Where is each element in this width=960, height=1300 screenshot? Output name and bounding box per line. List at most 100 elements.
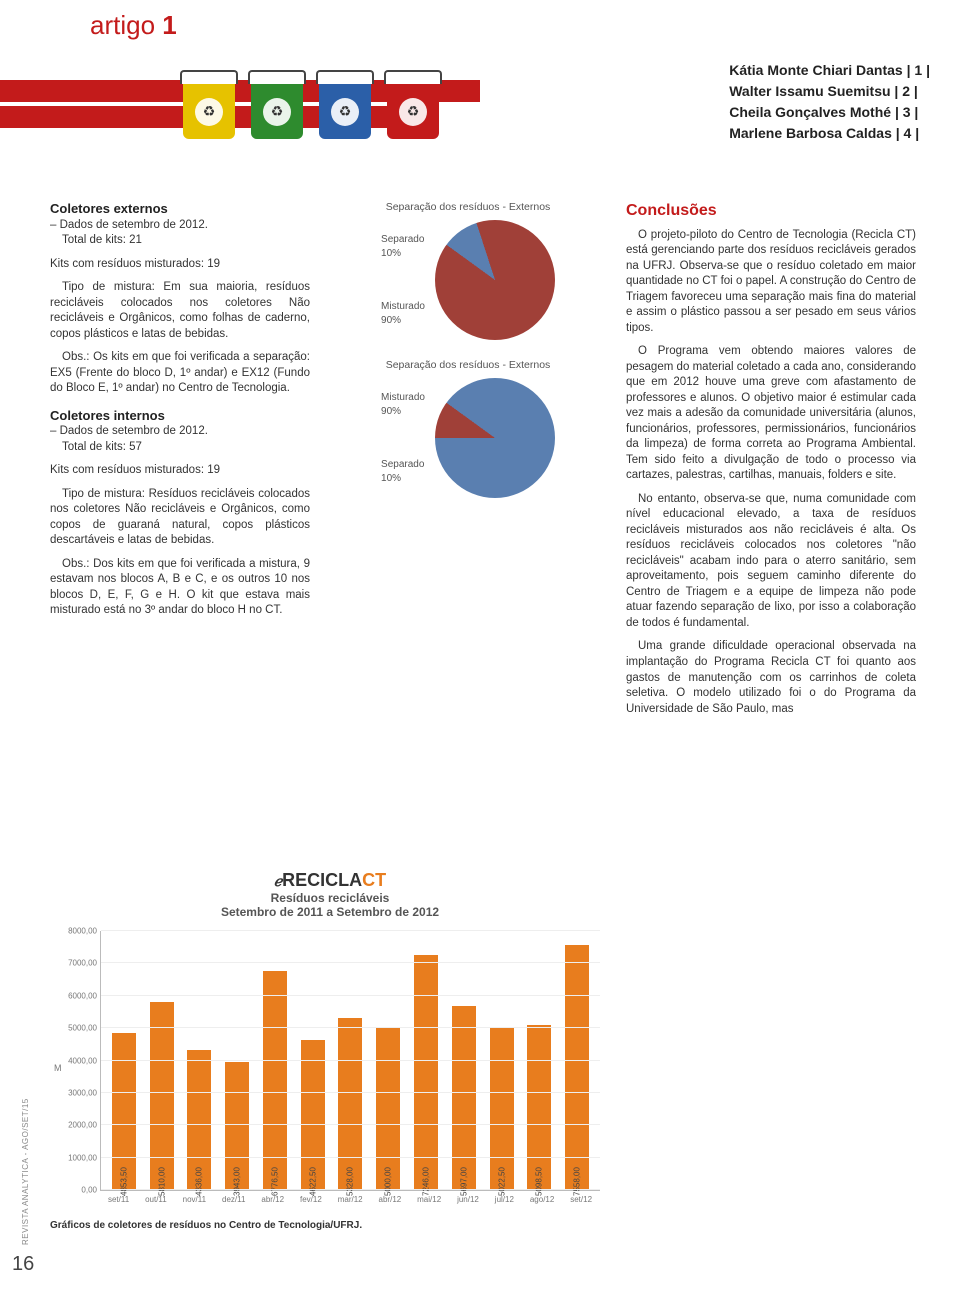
chart-title-1: Resíduos recicláveis bbox=[271, 891, 390, 905]
chart-title: Resíduos recicláveis Setembro de 2011 a … bbox=[50, 891, 610, 919]
ext-subhead: – Dados de setembro de 2012. bbox=[50, 218, 310, 234]
page-number: 16 bbox=[12, 1253, 34, 1276]
x-labels: set/11 out/11 nov/11 dez/11 abr/12 fev/12 mar/… bbox=[100, 1195, 600, 1204]
y-tick-label: 1000,00 bbox=[68, 1153, 97, 1162]
concl-p1: O projeto-piloto do Centro de Tecnologia… bbox=[626, 228, 916, 337]
bar-value-label: 4336,00 bbox=[195, 1167, 204, 1196]
chart-plot-area: 0,001000,002000,003000,004000,005000,006… bbox=[100, 931, 600, 1191]
gridline bbox=[101, 1092, 600, 1093]
recycling-bins: ♻♻♻♻ bbox=[180, 70, 442, 142]
pie-chart-2: Separação dos resíduos - Externos Mistur… bbox=[328, 358, 608, 498]
y-tick-label: 3000,00 bbox=[68, 1088, 97, 1097]
y-tick-label: 0,00 bbox=[81, 1186, 97, 1195]
concl-p3: No entanto, observa-se que, numa comunid… bbox=[626, 492, 916, 632]
right-column: Conclusões O projeto-piloto do Centro de… bbox=[626, 200, 916, 725]
bar: 4853,50 bbox=[112, 1033, 136, 1190]
x-tick-label: set/11 bbox=[108, 1195, 129, 1204]
x-tick-label: set/12 bbox=[570, 1195, 592, 1204]
x-tick-label: out/11 bbox=[145, 1195, 167, 1204]
gridline bbox=[101, 1157, 600, 1158]
y-tick-label: 5000,00 bbox=[68, 1024, 97, 1033]
authors-list: Kátia Monte Chiari Dantas | 1 |Walter Is… bbox=[729, 60, 930, 144]
bar: 3943,00 bbox=[225, 1062, 249, 1190]
y-tick-label: 8000,00 bbox=[68, 927, 97, 936]
x-tick-label: fev/12 bbox=[300, 1195, 322, 1204]
logo-prefix: RECICLA bbox=[282, 870, 362, 890]
gridline bbox=[101, 995, 600, 996]
bar: 5022,50 bbox=[490, 1027, 514, 1190]
int-heading: Coletores internos bbox=[50, 407, 310, 425]
bar-value-label: 4853,50 bbox=[119, 1167, 128, 1196]
pie-chart-1: Separação dos resíduos - Externos Separa… bbox=[328, 200, 608, 340]
bar-value-label: 4622,50 bbox=[308, 1167, 317, 1196]
bar: 5098,50 bbox=[527, 1025, 551, 1190]
x-tick-label: dez/11 bbox=[222, 1195, 245, 1204]
int-mist: Kits com resíduos misturados: 19 bbox=[50, 463, 310, 479]
pie1-title: Separação dos resíduos - Externos bbox=[328, 200, 608, 214]
x-tick-label: ago/12 bbox=[530, 1195, 554, 1204]
gridline bbox=[101, 1189, 600, 1190]
bar: 4622,50 bbox=[301, 1040, 325, 1190]
bar-value-label: 5697,00 bbox=[459, 1167, 468, 1196]
pie2-label-top: Misturado 90% bbox=[381, 391, 425, 418]
int-obs: Obs.: Dos kits em que foi verificada a m… bbox=[50, 557, 310, 619]
bar: 5328,00 bbox=[338, 1018, 362, 1190]
author-line: Walter Issamu Suemitsu | 2 | bbox=[729, 81, 930, 102]
bar: 5810,00 bbox=[150, 1002, 174, 1190]
pie2-graphic bbox=[435, 378, 555, 498]
y-tick-label: 7000,00 bbox=[68, 959, 97, 968]
bar: 5000,00 bbox=[376, 1028, 400, 1190]
pie1-graphic bbox=[435, 220, 555, 340]
section-label: artigo 1 bbox=[90, 10, 177, 41]
gridline bbox=[101, 1027, 600, 1028]
x-tick-label: nov/11 bbox=[183, 1195, 206, 1204]
author-line: Marlene Barbosa Caldas | 4 | bbox=[729, 123, 930, 144]
x-tick-label: abr/12 bbox=[261, 1195, 284, 1204]
int-subhead: – Dados de setembro de 2012. bbox=[50, 424, 310, 440]
bar: 7246,00 bbox=[414, 955, 438, 1190]
int-tipo: Tipo de mistura: Resíduos recicláveis co… bbox=[50, 487, 310, 549]
bars-container: 4853,505810,004336,003943,006776,504622,… bbox=[101, 931, 600, 1190]
x-tick-label: mar/12 bbox=[338, 1195, 363, 1204]
bar-value-label: 5098,50 bbox=[535, 1167, 544, 1196]
bar-value-label: 5022,50 bbox=[497, 1167, 506, 1196]
bar: 7558,00 bbox=[565, 945, 589, 1190]
ext-obs: Obs.: Os kits em que foi verificada a se… bbox=[50, 350, 310, 397]
bar-value-label: 5810,00 bbox=[157, 1167, 166, 1196]
author-line: Kátia Monte Chiari Dantas | 1 | bbox=[729, 60, 930, 81]
recycle-bin-icon: ♻ bbox=[384, 70, 442, 142]
ext-mist: Kits com resíduos misturados: 19 bbox=[50, 257, 310, 273]
pie1-label-top: Separado 10% bbox=[381, 233, 425, 260]
gridline bbox=[101, 1060, 600, 1061]
y-tick-label: 4000,00 bbox=[68, 1056, 97, 1065]
x-tick-label: jun/12 bbox=[457, 1195, 479, 1204]
logo-suffix: CT bbox=[362, 870, 386, 890]
bar-value-label: 5328,00 bbox=[346, 1167, 355, 1196]
page-header: artigo 1 ♻♻♻♻ Kátia Monte Chiari Dantas … bbox=[0, 0, 960, 170]
section-num: 1 bbox=[162, 10, 176, 40]
bar-value-label: 5000,00 bbox=[384, 1167, 393, 1196]
recycle-bin-icon: ♻ bbox=[316, 70, 374, 142]
y-tick-label: 2000,00 bbox=[68, 1121, 97, 1130]
middle-column: Separação dos resíduos - Externos Separa… bbox=[328, 200, 608, 725]
pie2-label-bottom: Separado 10% bbox=[381, 458, 425, 485]
bar-chart: ℯRECICLACT Resíduos recicláveis Setembro… bbox=[50, 870, 610, 1231]
int-total: Total de kits: 57 bbox=[50, 440, 310, 456]
bar-value-label: 6776,50 bbox=[270, 1167, 279, 1196]
y-tick-label: 6000,00 bbox=[68, 991, 97, 1000]
x-tick-label: jul/12 bbox=[495, 1195, 514, 1204]
y-ticks: 0,001000,002000,003000,004000,005000,006… bbox=[51, 931, 99, 1190]
bar-value-label: 3943,00 bbox=[233, 1167, 242, 1196]
concl-p2: O Programa vem obtendo maiores valores d… bbox=[626, 344, 916, 484]
gridline bbox=[101, 962, 600, 963]
pie2-title: Separação dos resíduos - Externos bbox=[328, 358, 608, 372]
bar-value-label: 7558,00 bbox=[573, 1167, 582, 1196]
chart-logo: ℯRECICLACT bbox=[50, 870, 610, 891]
pie1-label-bottom: Misturado 90% bbox=[381, 300, 425, 327]
left-column: Coletores externos – Dados de setembro d… bbox=[50, 200, 310, 725]
content-columns: Coletores externos – Dados de setembro d… bbox=[50, 200, 940, 725]
chart-caption: Gráficos de coletores de resíduos no Cen… bbox=[50, 1220, 610, 1231]
magazine-issue: REVISTA ANALYTICA - AGO/SET/15 bbox=[21, 1098, 30, 1245]
bar-value-label: 7246,00 bbox=[422, 1167, 431, 1196]
recycle-bin-icon: ♻ bbox=[248, 70, 306, 142]
